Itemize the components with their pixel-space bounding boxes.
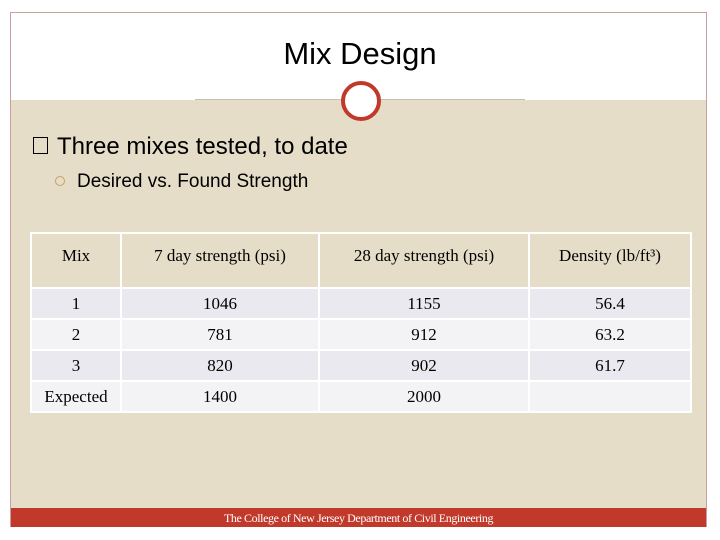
header-row: Mix 7 day strength (psi) 28 day strength (… [30,232,692,289]
bullet-text: Three mixes tested, to date [57,133,348,160]
header-cell: 28 day strength (psi) [318,232,530,289]
table-cell: 912 [318,318,530,351]
bullet-icon [33,137,48,154]
table-body: 1 1046 1155 56.4 2 781 912 63.2 3 820 902 61.7 Expec… [30,287,692,413]
header-cell: Density (lb/ft³) [528,232,692,289]
table-row: 1 1046 1155 56.4 [30,287,692,320]
table-cell: 1046 [120,287,320,320]
table-cell: 820 [120,349,320,382]
table-cell: Expected [30,380,122,413]
table-cell: 63.2 [528,318,692,351]
table-cell: 2000 [318,380,530,413]
table-cell: 781 [120,318,320,351]
table-cell: 3 [30,349,122,382]
sub-bullet-icon [55,176,65,186]
table-row: 3 820 902 61.7 [30,349,692,382]
sub-bullet-text: Desired vs. Found Strength [77,171,309,192]
table-cell: 2 [30,318,122,351]
header-cell: 7 day strength (psi) [120,232,320,289]
slide-title: Mix Design [283,36,437,71]
table-cell: 1400 [120,380,320,413]
header-cell: Mix [30,232,122,289]
table-cell: 56.4 [528,287,692,320]
table-row: Expected 1400 2000 [30,380,692,413]
table-cell: 61.7 [528,349,692,382]
table-cell: 1 [30,287,122,320]
data-table: Mix 7 day strength (psi) 28 day strength (… [30,232,692,413]
table-cell: 1155 [318,287,530,320]
table-cell [528,380,692,413]
table-row: 2 781 912 63.2 [30,318,692,351]
footer: The College of New Jersey Department of … [11,508,706,527]
table-cell: 902 [318,349,530,382]
divider-ring [341,81,381,121]
